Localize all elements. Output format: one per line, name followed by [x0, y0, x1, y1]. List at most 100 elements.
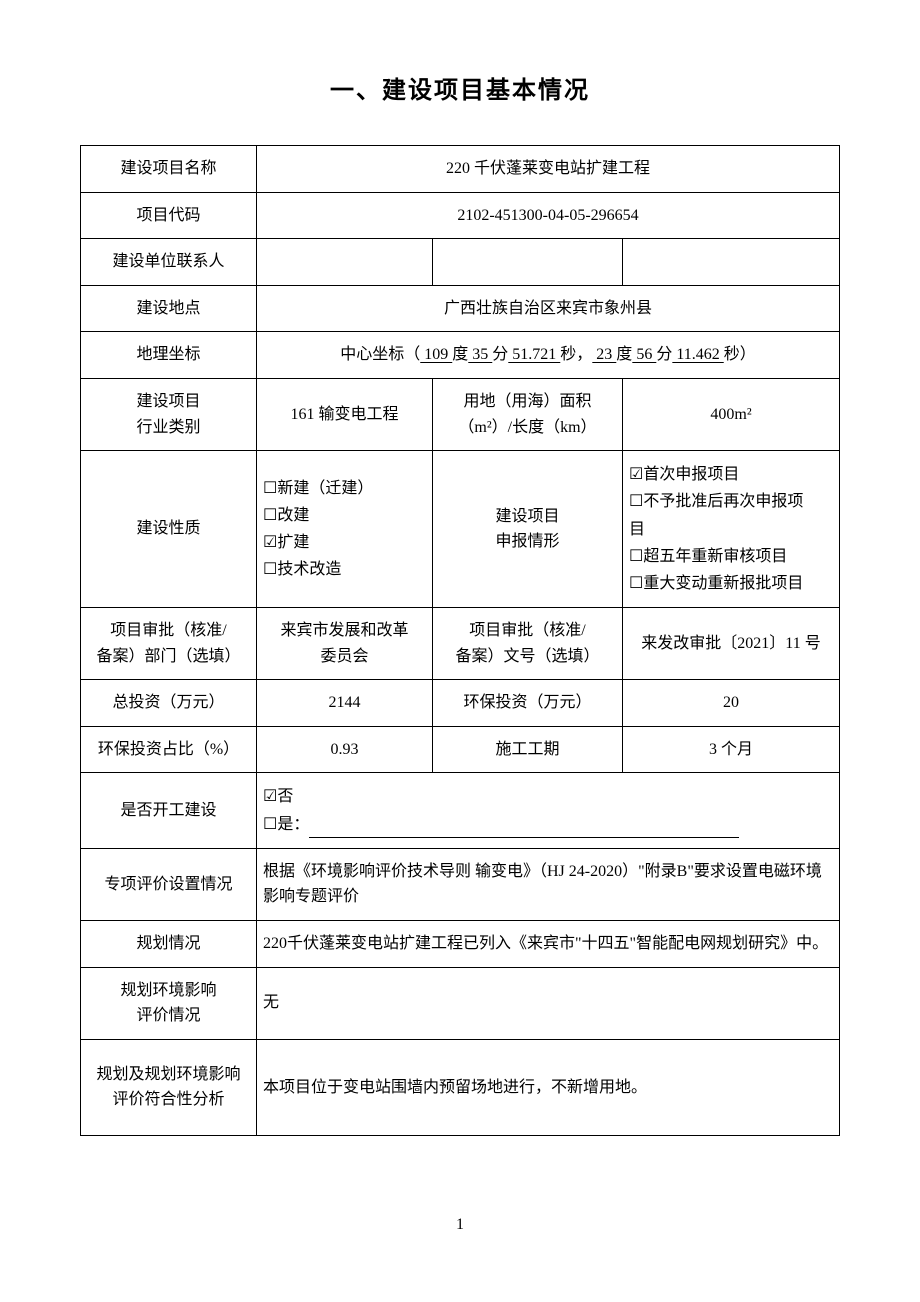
value-approval-doc: 来发改审批〔2021〕11 号: [623, 608, 840, 680]
label-special: 专项评价设置情况: [81, 848, 257, 920]
lon-m: 35: [468, 346, 492, 363]
started-fill-line: [309, 821, 739, 838]
lat-m: 56: [632, 346, 656, 363]
row-industry: 建设项目 行业类别 161 输变电工程 用地（用海）面积 （m²）/长度（km）…: [81, 378, 840, 450]
d-unit2: 度: [616, 346, 632, 363]
row-nature: 建设性质 ☐新建（迁建） ☐改建 ☑扩建 ☐技术改造 建设项目 申报情形 ☑首次…: [81, 451, 840, 608]
label-period: 施工工期: [433, 726, 623, 773]
label-conformity-1: 规划及规划环境影响: [96, 1066, 240, 1083]
s-unit: 秒，: [560, 346, 592, 363]
value-env-investment: 20: [623, 680, 840, 727]
value-project-name: 220 千伏蓬莱变电站扩建工程: [257, 146, 840, 193]
m-unit: 分: [492, 346, 508, 363]
label-ratio: 环保投资占比（%）: [81, 726, 257, 773]
row-investment: 总投资（万元） 2144 环保投资（万元） 20: [81, 680, 840, 727]
declare-opt4: ☐重大变动重新报批项目: [629, 570, 833, 597]
label-contact: 建设单位联系人: [81, 239, 257, 286]
started-yes-wrap: ☐是：: [263, 811, 833, 838]
row-planning: 规划情况 220千伏蓬莱变电站扩建工程已列入《来宾市"十四五"智能配电网规划研究…: [81, 921, 840, 968]
declare-opt1: ☑首次申报项目: [629, 461, 833, 488]
label-approval-doc-2: 备案）文号（选填）: [455, 648, 599, 665]
declare-opt3: ☐超五年重新审核项目: [629, 543, 833, 570]
label-location: 建设地点: [81, 285, 257, 332]
value-special: 根据《环境影响评价技术导则 输变电》（HJ 24-2020）"附录B"要求设置电…: [257, 848, 840, 920]
main-table: 建设项目名称 220 千伏蓬莱变电站扩建工程 项目代码 2102-451300-…: [80, 145, 840, 1136]
row-ratio: 环保投资占比（%） 0.93 施工工期 3 个月: [81, 726, 840, 773]
value-contact-1: [257, 239, 433, 286]
label-project-code: 项目代码: [81, 192, 257, 239]
label-area-2: （m²）/长度（km）: [458, 419, 596, 436]
value-approval-dept: 来宾市发展和改革 委员会: [257, 608, 433, 680]
lat-d: 23: [592, 346, 616, 363]
label-coords: 地理坐标: [81, 332, 257, 379]
value-coords: 中心坐标（ 109 度 35 分 51.721 秒， 23 度 56 分 11.…: [257, 332, 840, 379]
declare-opt2b: 目: [629, 516, 833, 543]
label-plan-env: 规划环境影响 评价情况: [81, 967, 257, 1039]
label-approval-doc-1: 项目审批（核准/: [469, 622, 585, 639]
value-approval-dept-2: 委员会: [320, 648, 368, 665]
started-yes: ☐是：: [263, 816, 309, 833]
row-project-code: 项目代码 2102-451300-04-05-296654: [81, 192, 840, 239]
coords-suffix: ）: [740, 346, 756, 363]
lon-s: 51.721: [508, 346, 560, 363]
value-period: 3 个月: [623, 726, 840, 773]
value-project-code: 2102-451300-04-05-296654: [257, 192, 840, 239]
label-plan-env-2: 评价情况: [136, 1007, 200, 1024]
row-started: 是否开工建设 ☑否 ☐是：: [81, 773, 840, 848]
label-plan-env-1: 规划环境影响: [120, 982, 216, 999]
m-unit2: 分: [656, 346, 672, 363]
label-project-name: 建设项目名称: [81, 146, 257, 193]
value-approval-dept-1: 来宾市发展和改革: [280, 622, 408, 639]
value-contact-3: [623, 239, 840, 286]
value-industry: 161 输变电工程: [257, 378, 433, 450]
value-investment: 2144: [257, 680, 433, 727]
value-planning: 220千伏蓬莱变电站扩建工程已列入《来宾市"十四五"智能配电网规划研究》中。: [257, 921, 840, 968]
value-declare: ☑首次申报项目 ☐不予批准后再次申报项 目 ☐超五年重新审核项目 ☐重大变动重新…: [623, 451, 840, 608]
label-approval-doc: 项目审批（核准/ 备案）文号（选填）: [433, 608, 623, 680]
value-area: 400m²: [623, 378, 840, 450]
d-unit: 度: [452, 346, 468, 363]
value-conformity: 本项目位于变电站围墙内预留场地进行，不新增用地。: [257, 1039, 840, 1135]
label-industry-1: 建设项目: [136, 393, 200, 410]
nature-opt2: ☐改建: [263, 502, 426, 529]
row-conformity: 规划及规划环境影响 评价符合性分析 本项目位于变电站围墙内预留场地进行，不新增用…: [81, 1039, 840, 1135]
label-industry: 建设项目 行业类别: [81, 378, 257, 450]
page-number: 1: [80, 1216, 840, 1234]
nature-opt3: ☑扩建: [263, 529, 426, 556]
declare-opt2a: ☐不予批准后再次申报项: [629, 488, 833, 515]
label-industry-2: 行业类别: [136, 419, 200, 436]
label-declare: 建设项目 申报情形: [433, 451, 623, 608]
label-area: 用地（用海）面积 （m²）/长度（km）: [433, 378, 623, 450]
coords-prefix: 中心坐标（: [340, 346, 420, 363]
value-contact-2: [433, 239, 623, 286]
label-approval-1: 项目审批（核准/: [110, 622, 226, 639]
row-approval: 项目审批（核准/ 备案）部门（选填） 来宾市发展和改革 委员会 项目审批（核准/…: [81, 608, 840, 680]
section-title: 一、建设项目基本情况: [80, 70, 840, 105]
started-no: ☑否: [263, 783, 833, 810]
value-location: 广西壮族自治区来宾市象州县: [257, 285, 840, 332]
label-conformity: 规划及规划环境影响 评价符合性分析: [81, 1039, 257, 1135]
label-env-investment: 环保投资（万元）: [433, 680, 623, 727]
label-approval: 项目审批（核准/ 备案）部门（选填）: [81, 608, 257, 680]
label-investment: 总投资（万元）: [81, 680, 257, 727]
s-unit2: 秒: [724, 346, 740, 363]
row-project-name: 建设项目名称 220 千伏蓬莱变电站扩建工程: [81, 146, 840, 193]
label-started: 是否开工建设: [81, 773, 257, 848]
label-declare-1: 建设项目: [495, 508, 559, 525]
value-nature: ☐新建（迁建） ☐改建 ☑扩建 ☐技术改造: [257, 451, 433, 608]
lon-d: 109: [420, 346, 452, 363]
row-contact: 建设单位联系人: [81, 239, 840, 286]
label-planning: 规划情况: [81, 921, 257, 968]
value-started: ☑否 ☐是：: [257, 773, 840, 848]
label-conformity-2: 评价符合性分析: [112, 1091, 224, 1108]
value-ratio: 0.93: [257, 726, 433, 773]
nature-opt1: ☐新建（迁建）: [263, 475, 426, 502]
row-plan-env: 规划环境影响 评价情况 无: [81, 967, 840, 1039]
row-coords: 地理坐标 中心坐标（ 109 度 35 分 51.721 秒， 23 度 56 …: [81, 332, 840, 379]
value-plan-env: 无: [257, 967, 840, 1039]
row-location: 建设地点 广西壮族自治区来宾市象州县: [81, 285, 840, 332]
row-special: 专项评价设置情况 根据《环境影响评价技术导则 输变电》（HJ 24-2020）"…: [81, 848, 840, 920]
nature-opt4: ☐技术改造: [263, 556, 426, 583]
label-nature: 建设性质: [81, 451, 257, 608]
label-declare-2: 申报情形: [495, 533, 559, 550]
